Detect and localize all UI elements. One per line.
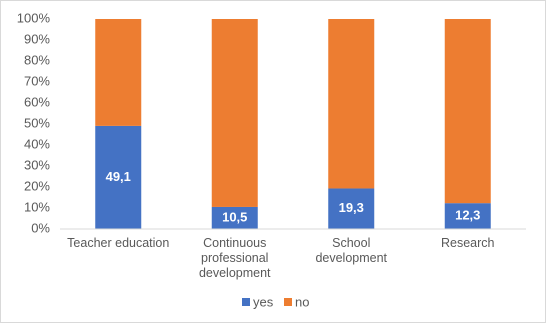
legend-swatch [284, 298, 292, 306]
x-tick-label: School development [315, 236, 388, 265]
x-tick-label: Teacher education [67, 236, 170, 250]
legend-label: no [295, 294, 309, 309]
data-label: 10,5 [222, 209, 247, 224]
bar-segment [328, 19, 375, 189]
bar-segment [444, 19, 491, 204]
bar-segment [328, 188, 375, 229]
data-label: 49,1 [106, 169, 131, 184]
y-tick-label: 80% [24, 52, 50, 67]
y-tick-label: 90% [24, 31, 50, 46]
y-tick-label: 70% [24, 73, 50, 88]
data-label: 19,3 [339, 200, 364, 215]
legend-label: yes [253, 294, 274, 309]
y-tick-label: 20% [24, 178, 50, 193]
y-tick-label: 50% [24, 115, 50, 130]
bar-segment [444, 203, 491, 229]
y-tick-label: 0% [31, 220, 50, 235]
bar-segment [211, 206, 258, 229]
y-tick-label: 10% [24, 199, 50, 214]
legend-swatch [242, 298, 250, 306]
y-tick-label: 40% [24, 136, 50, 151]
x-tick-label: Research [441, 236, 495, 250]
y-tick-label: 30% [24, 157, 50, 172]
x-tick-label: Continuous professional development [198, 236, 271, 280]
y-tick-label: 100% [17, 10, 51, 25]
bar-segment [95, 125, 142, 229]
bar-segment [95, 19, 142, 126]
data-label: 12,3 [455, 208, 480, 223]
y-tick-label: 60% [24, 94, 50, 109]
bar-segment [211, 19, 258, 207]
